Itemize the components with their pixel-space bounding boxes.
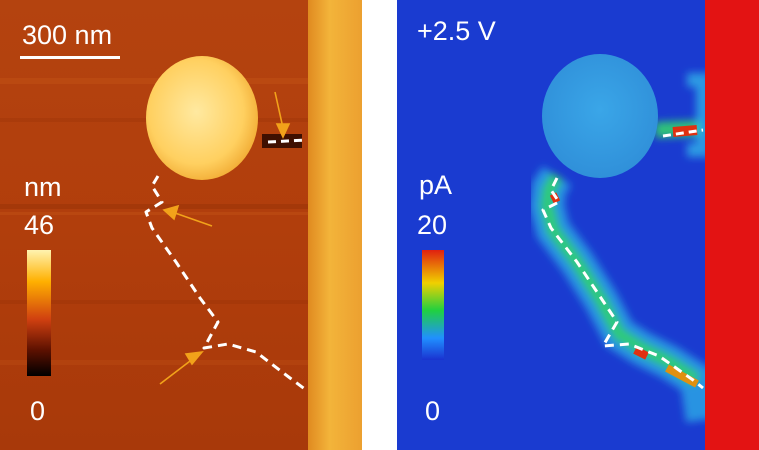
current-image	[397, 0, 759, 450]
colorbar-min: 0	[425, 396, 441, 426]
current-map: +2.5 V pA 20 0	[397, 0, 759, 450]
electrode	[308, 0, 362, 450]
arrow	[274, 91, 291, 139]
boundary-line	[267, 138, 307, 144]
hotspot	[633, 346, 649, 360]
grain-boundary-line	[144, 175, 307, 392]
colorbar-max: 46	[24, 210, 55, 240]
voltage-label: +2.5 V	[417, 16, 496, 46]
electrode	[705, 0, 759, 450]
arrow	[159, 350, 204, 385]
colorbar-unit: pA	[419, 170, 453, 200]
current-colorbar	[422, 250, 444, 360]
colorbar-unit: nm	[24, 172, 62, 202]
colorbar-min: 0	[30, 396, 46, 426]
colorbar-max: 20	[417, 210, 448, 240]
scale-bar-label: 300 nm	[22, 20, 113, 50]
arrow	[162, 204, 213, 227]
scale-bar	[20, 56, 120, 59]
particle-disk	[542, 54, 658, 178]
topography-image	[0, 0, 362, 450]
topography-map: 300 nm nm 46 0	[0, 0, 362, 450]
boundary-line	[662, 128, 704, 138]
height-colorbar	[27, 250, 51, 376]
grain-boundary-line	[541, 177, 704, 390]
particle-disk	[146, 56, 258, 180]
hotspot	[665, 364, 699, 388]
